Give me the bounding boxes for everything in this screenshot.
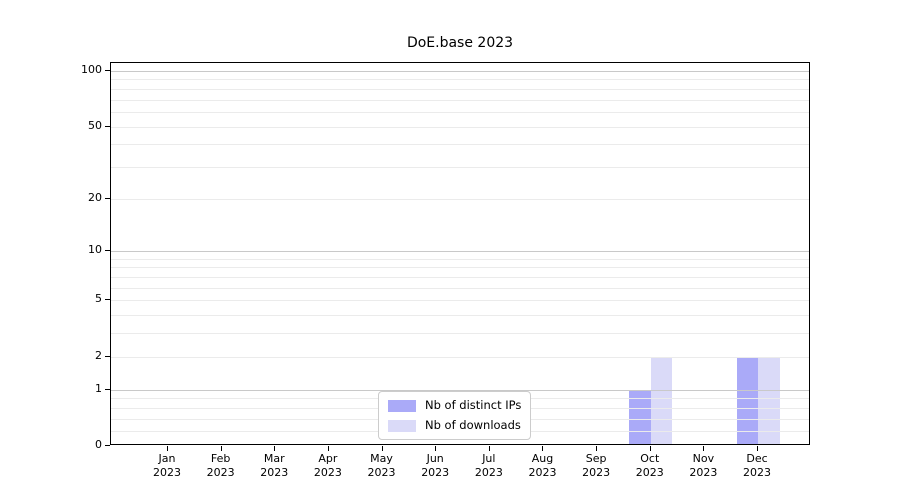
gridline-y-6 bbox=[111, 287, 809, 289]
gridline-y-4 bbox=[111, 315, 809, 317]
y-tick-label-20: 20 bbox=[88, 190, 102, 204]
x-tick-mark-jul bbox=[488, 446, 490, 451]
x-tick-label-dec: Dec 2023 bbox=[743, 452, 772, 479]
x-tick-mark-dec bbox=[757, 446, 759, 451]
gridline-y-10 bbox=[111, 251, 809, 253]
bar-distinct-ips-dec bbox=[736, 356, 759, 444]
y-tick-mark-50 bbox=[105, 125, 110, 127]
gridline-y-70 bbox=[111, 99, 809, 101]
y-tick-mark-20 bbox=[105, 197, 110, 199]
gridline-y-9 bbox=[111, 258, 809, 260]
x-tick-mark-apr bbox=[327, 446, 329, 451]
legend-item-distinct-ips: Nb of distinct IPs bbox=[388, 397, 521, 414]
chart-title: DoE.base 2023 bbox=[406, 35, 514, 51]
x-tick-mark-aug bbox=[542, 446, 544, 451]
bars-layer bbox=[111, 63, 809, 444]
gridline-y-100 bbox=[111, 71, 809, 72]
gridline-y-20 bbox=[111, 198, 809, 200]
y-tick-mark-1 bbox=[105, 388, 110, 390]
x-tick-label-jun: Jun 2023 bbox=[421, 452, 450, 479]
y-tick-label-5: 5 bbox=[95, 292, 102, 306]
gridline-y-90 bbox=[111, 79, 809, 81]
x-tick-label-may: May 2023 bbox=[367, 452, 396, 479]
x-tick-mark-jun bbox=[435, 446, 437, 451]
x-tick-label-nov: Nov 2023 bbox=[689, 452, 718, 479]
gridline-y-40 bbox=[111, 144, 809, 146]
y-tick-mark-10 bbox=[105, 250, 110, 252]
y-tick-label-10: 10 bbox=[88, 243, 102, 257]
gridline-y-7 bbox=[111, 277, 809, 279]
gridline-y-1 bbox=[111, 389, 809, 391]
legend-label-distinct-ips: Nb of distinct IPs bbox=[425, 398, 522, 412]
y-tick-mark-2 bbox=[105, 355, 110, 357]
x-tick-label-jul: Jul 2023 bbox=[474, 452, 503, 479]
x-tick-label-sep: Sep 2023 bbox=[582, 452, 611, 479]
y-tick-label-100: 100 bbox=[81, 63, 102, 76]
x-tick-mark-sep bbox=[596, 446, 598, 451]
y-tick-mark-0 bbox=[105, 445, 110, 446]
legend-label-downloads: Nb of downloads bbox=[425, 418, 521, 432]
y-tick-label-50: 50 bbox=[88, 118, 102, 132]
y-tick-label-0: 0 bbox=[95, 438, 102, 451]
x-tick-mark-mar bbox=[274, 446, 276, 451]
legend: Nb of distinct IPs Nb of downloads bbox=[378, 391, 532, 440]
x-tick-label-apr: Apr 2023 bbox=[313, 452, 342, 479]
gridline-y-3 bbox=[111, 333, 809, 335]
grid-layer bbox=[111, 63, 809, 444]
x-tick-label-mar: Mar 2023 bbox=[260, 452, 289, 479]
legend-swatch-distinct-ips-icon bbox=[388, 399, 416, 412]
x-tick-mark-nov bbox=[703, 446, 705, 451]
bar-downloads-dec bbox=[758, 356, 780, 444]
x-tick-mark-may bbox=[381, 446, 383, 451]
x-tick-mark-feb bbox=[220, 446, 222, 451]
y-tick-label-1: 1 bbox=[95, 381, 102, 395]
gridline-y-60 bbox=[111, 111, 809, 113]
gridline-y-50 bbox=[111, 126, 809, 128]
gridline-y-5 bbox=[111, 300, 809, 302]
plot-area bbox=[110, 62, 810, 445]
x-tick-mark-jan bbox=[167, 446, 168, 451]
gridline-y-30 bbox=[111, 166, 809, 168]
y-tick-label-2: 2 bbox=[95, 348, 102, 362]
x-tick-label-aug: Aug 2023 bbox=[528, 452, 557, 479]
y-tick-mark-100 bbox=[105, 70, 110, 71]
bar-distinct-ips-oct bbox=[629, 389, 651, 444]
gridline-y-80 bbox=[111, 88, 809, 90]
legend-item-downloads: Nb of downloads bbox=[388, 417, 521, 434]
gridline-y-8 bbox=[111, 267, 809, 269]
x-tick-label-feb: Feb 2023 bbox=[206, 452, 235, 479]
x-tick-label-jan: Jan 2023 bbox=[153, 452, 181, 479]
bar-downloads-oct bbox=[650, 356, 673, 444]
x-tick-label-oct: Oct 2023 bbox=[635, 452, 664, 479]
gridline-y-2 bbox=[111, 356, 809, 358]
legend-swatch-downloads-icon bbox=[388, 419, 416, 432]
x-tick-mark-oct bbox=[649, 446, 651, 451]
y-tick-mark-5 bbox=[105, 299, 110, 301]
